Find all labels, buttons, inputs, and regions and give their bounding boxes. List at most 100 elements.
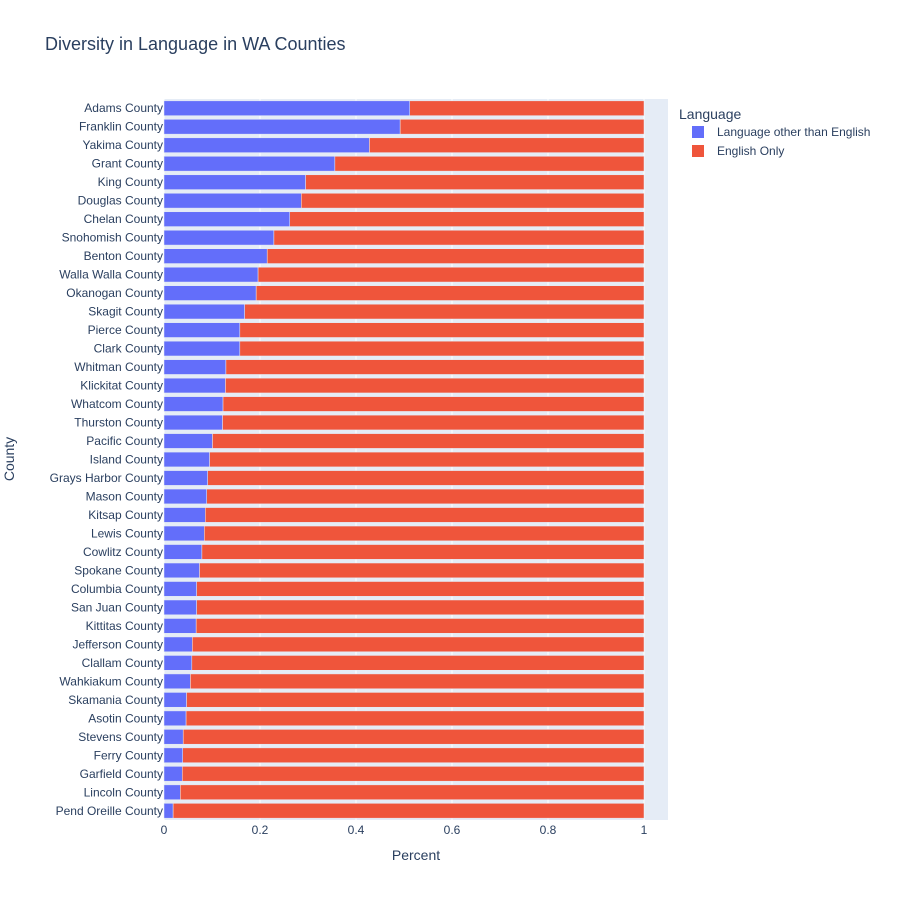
bar-language-other-than-english[interactable] [163, 599, 197, 616]
bar-language-other-than-english[interactable] [163, 581, 197, 597]
y-tick-label: Pacific County [86, 434, 163, 448]
bar-language-other-than-english[interactable] [163, 340, 241, 357]
bar-english-only[interactable] [244, 303, 645, 320]
legend-item[interactable]: English Only [692, 144, 784, 158]
bar-language-other-than-english[interactable] [163, 784, 181, 800]
x-tick-label: 0.6 [444, 823, 461, 837]
bar-language-other-than-english[interactable] [163, 359, 227, 375]
bar-language-other-than-english[interactable] [163, 396, 224, 412]
legend-items: Language other than English English Only [692, 125, 870, 158]
bar-language-other-than-english[interactable] [163, 266, 259, 283]
bar-language-other-than-english[interactable] [163, 451, 210, 468]
bar-language-other-than-english[interactable] [163, 636, 193, 653]
bar-english-only[interactable] [186, 692, 645, 708]
bar-english-only[interactable] [181, 766, 645, 782]
bar-english-only[interactable] [399, 119, 645, 135]
bar-english-only[interactable] [301, 193, 645, 209]
bar-english-only[interactable] [273, 230, 645, 246]
bar-english-only[interactable] [201, 544, 645, 560]
y-tick-label: Thurston County [74, 416, 163, 430]
bar-english-only[interactable] [182, 729, 645, 745]
bar-language-other-than-english[interactable] [163, 377, 226, 394]
bars [163, 100, 645, 819]
bar-language-other-than-english[interactable] [163, 729, 184, 745]
y-tick-label: Jefferson County [73, 637, 164, 651]
legend-item[interactable]: Language other than English [692, 125, 870, 139]
bar-english-only[interactable] [225, 377, 645, 394]
y-tick-label: Yakima County [83, 138, 163, 152]
legend-swatch [692, 145, 704, 157]
bar-english-only[interactable] [205, 507, 645, 523]
bar-language-other-than-english[interactable] [163, 100, 411, 116]
bar-language-other-than-english[interactable] [163, 433, 213, 449]
bar-english-only[interactable] [305, 174, 645, 190]
bar-language-other-than-english[interactable] [163, 803, 174, 819]
bar-english-only[interactable] [289, 211, 645, 227]
bar-english-only[interactable] [192, 636, 645, 653]
bar-english-only[interactable] [266, 248, 645, 264]
bar-language-other-than-english[interactable] [163, 285, 257, 301]
bar-english-only[interactable] [369, 137, 645, 153]
bar-language-other-than-english[interactable] [163, 470, 208, 486]
bar-english-only[interactable] [334, 156, 645, 172]
bar-language-other-than-english[interactable] [163, 156, 336, 172]
bar-language-other-than-english[interactable] [163, 692, 187, 708]
bar-language-other-than-english[interactable] [163, 174, 306, 190]
bar-language-other-than-english[interactable] [163, 211, 291, 227]
bar-english-only[interactable] [409, 100, 645, 116]
bar-english-only[interactable] [206, 488, 645, 505]
bar-language-other-than-english[interactable] [163, 193, 302, 209]
bar-english-only[interactable] [195, 618, 645, 634]
bar-english-only[interactable] [255, 285, 645, 301]
bar-english-only[interactable] [212, 433, 645, 449]
bar-language-other-than-english[interactable] [163, 248, 268, 264]
bar-english-only[interactable] [182, 747, 645, 763]
bar-english-only[interactable] [180, 784, 645, 800]
bar-english-only[interactable] [225, 359, 645, 375]
y-tick-label: Skagit County [88, 305, 163, 319]
bar-language-other-than-english[interactable] [163, 562, 200, 579]
bar-language-other-than-english[interactable] [163, 544, 203, 560]
x-tick-labels: 0 0.2 0.4 0.6 0.8 1 [161, 823, 648, 837]
bar-language-other-than-english[interactable] [163, 747, 183, 763]
y-tick-label: Ferry County [94, 748, 163, 762]
bar-language-other-than-english[interactable] [163, 507, 206, 523]
y-tick-label: Island County [90, 453, 163, 467]
bar-language-other-than-english[interactable] [163, 766, 183, 782]
bar-english-only[interactable] [222, 396, 645, 412]
bar-language-other-than-english[interactable] [163, 710, 187, 726]
bar-language-other-than-english[interactable] [163, 488, 207, 505]
bar-language-other-than-english[interactable] [163, 230, 275, 246]
bar-english-only[interactable] [196, 581, 645, 597]
bar-english-only[interactable] [185, 710, 645, 726]
bar-language-other-than-english[interactable] [163, 655, 193, 671]
bar-language-other-than-english[interactable] [163, 303, 245, 320]
bar-english-only[interactable] [222, 414, 645, 431]
bar-english-only[interactable] [204, 525, 645, 542]
bar-language-other-than-english[interactable] [163, 414, 223, 431]
bar-language-other-than-english[interactable] [163, 322, 241, 338]
y-tick-label: King County [98, 175, 163, 189]
bar-english-only[interactable] [172, 803, 645, 819]
bar-english-only[interactable] [207, 470, 645, 486]
bar-language-other-than-english[interactable] [163, 119, 401, 135]
bar-language-other-than-english[interactable] [163, 525, 205, 542]
bar-english-only[interactable] [209, 451, 645, 468]
bar-english-only[interactable] [191, 655, 645, 671]
y-tick-label: Garfield County [80, 767, 163, 781]
bar-language-other-than-english[interactable] [163, 618, 197, 634]
x-tick-label: 0.2 [252, 823, 269, 837]
bar-language-other-than-english[interactable] [163, 673, 191, 689]
bar-english-only[interactable] [239, 340, 645, 357]
bar-english-only[interactable] [190, 673, 645, 689]
bar-english-only[interactable] [196, 599, 645, 616]
x-tick-label: 1 [641, 823, 648, 837]
bar-language-other-than-english[interactable] [163, 137, 370, 153]
bar-english-only[interactable] [257, 266, 645, 283]
bar-english-only[interactable] [199, 562, 645, 579]
y-tick-label: Pierce County [88, 323, 163, 337]
bar-english-only[interactable] [239, 322, 645, 338]
x-tick-label: 0.4 [348, 823, 365, 837]
y-tick-label: Lewis County [91, 526, 163, 540]
y-tick-label: Stevens County [78, 730, 163, 744]
